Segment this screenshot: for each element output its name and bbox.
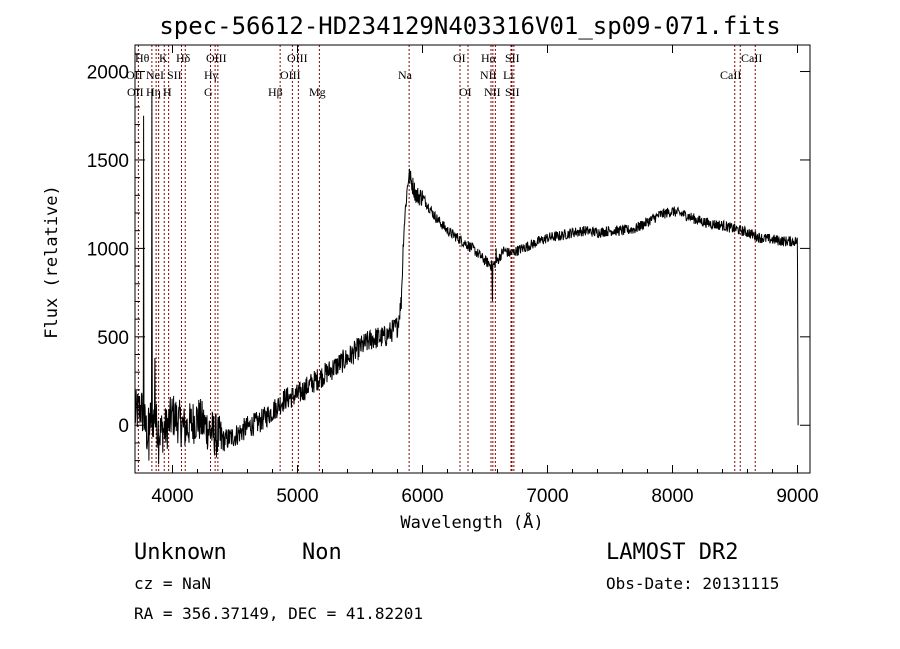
line-label-h-gamma: Hγ <box>204 68 219 82</box>
line-label-h-beta: Hβ <box>268 85 283 99</box>
object-subclass: Non <box>302 540 342 565</box>
line-label-sii-4072: SII <box>167 68 182 82</box>
x-tick-label-5000: 5000 <box>276 486 318 507</box>
line-label-oi-6300: OI <box>453 51 466 65</box>
line-label-h-delta: Hδ <box>176 51 191 65</box>
line-label-caii-8542: CaII <box>720 68 741 82</box>
line-label-caii-8662: CaII <box>741 51 762 65</box>
y-tick-label-1000: 1000 <box>87 239 129 260</box>
line-label-h: H <box>163 85 172 99</box>
x-tick-label-6000: 6000 <box>401 486 443 507</box>
line-label-oiii-5007: OIII <box>287 51 308 65</box>
object-class: Unknown <box>134 540 227 565</box>
line-label-h-alpha: Hα <box>481 51 497 65</box>
line-label-sii-6716: SII <box>505 51 520 65</box>
x-axis-ticks: 4000 5000 6000 7000 8000 9000 <box>151 45 819 507</box>
line-label-k: K <box>159 51 168 65</box>
line-label-nii-6583: NII <box>484 85 501 99</box>
line-label-nei: NeI <box>146 68 164 82</box>
line-label-na: Na <box>398 68 413 82</box>
y-tick-label-2000: 2000 <box>87 63 129 84</box>
line-label-sii-6731: SII <box>505 85 520 99</box>
plot-frame <box>134 44 811 474</box>
spectrum-series <box>134 89 799 465</box>
line-label-li: Li <box>503 68 514 82</box>
spectrum-line <box>134 89 799 465</box>
x-tick-label-9000: 9000 <box>776 486 818 507</box>
line-label-mg: Mg <box>309 85 326 99</box>
y-tick-label-500: 500 <box>97 328 129 349</box>
y-tick-label-1500: 1500 <box>87 151 129 172</box>
line-label-nii-6548: NII <box>480 68 497 82</box>
line-label-h-theta: Hθ <box>135 51 150 65</box>
x-axis-label: Wavelength (Å) <box>400 511 543 533</box>
y-tick-label-0: 0 <box>118 416 129 437</box>
x-tick-label-7000: 7000 <box>526 486 568 507</box>
line-label-h-eta: Hη <box>146 85 161 99</box>
line-label-oi-6364: OI <box>459 85 472 99</box>
y-axis-ticks: 0 500 1000 1500 2000 <box>87 53 810 462</box>
observation-date: Obs-Date: 20131115 <box>606 574 779 593</box>
line-label-oiii-4363: OIII <box>206 51 227 65</box>
emission-line-labels: Hθ K Hδ OIII OIII OI Hα SII CaII OII NeI… <box>126 51 762 99</box>
chart-title: spec-56612-HD234129N403316V01_sp09-071.f… <box>159 12 780 40</box>
x-tick-label-8000: 8000 <box>651 486 693 507</box>
line-label-g: G <box>204 85 213 99</box>
survey-name: LAMOST DR2 <box>606 540 738 565</box>
coordinates: RA = 356.37149, DEC = 41.82201 <box>134 604 423 623</box>
y-axis-label: Flux (relative) <box>42 185 62 339</box>
line-label-oiii-4959: OIII <box>280 68 301 82</box>
x-tick-label-4000: 4000 <box>151 486 193 507</box>
redshift-value: cz = NaN <box>134 574 211 593</box>
emission-line-markers <box>137 45 756 473</box>
